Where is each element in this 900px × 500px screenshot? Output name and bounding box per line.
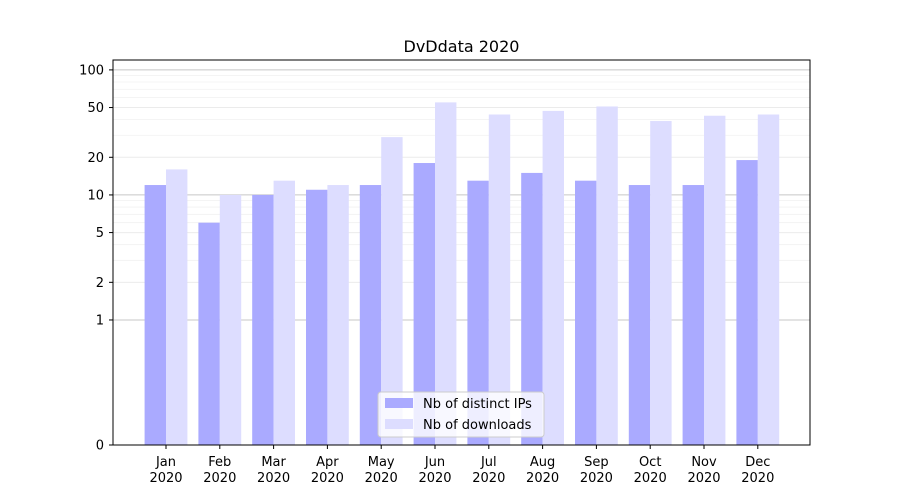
y-tick-label: 1 xyxy=(96,313,104,328)
legend-swatch xyxy=(385,398,413,408)
x-tick-label-year: 2020 xyxy=(580,471,613,486)
bar-downloads xyxy=(219,194,242,445)
bar-downloads xyxy=(273,180,295,445)
bar-downloads xyxy=(650,121,672,446)
bar-downloads xyxy=(757,114,780,445)
x-tick-label-year: 2020 xyxy=(418,471,451,486)
x-tick-label-month: Sep xyxy=(584,455,609,470)
bars xyxy=(144,102,780,446)
x-tick-label-year: 2020 xyxy=(741,471,774,486)
bar-distinct-ips xyxy=(575,180,597,445)
bar-downloads xyxy=(381,137,403,445)
x-tick-label-month: Mar xyxy=(261,455,286,470)
x-tick-label-year: 2020 xyxy=(687,471,720,486)
bar-downloads xyxy=(327,185,349,445)
x-tick-label-year: 2020 xyxy=(149,471,182,486)
bar-distinct-ips xyxy=(467,180,489,445)
y-tick-label: 50 xyxy=(87,101,104,116)
legend: Nb of distinct IPs Nb of downloads xyxy=(377,391,545,438)
bar-distinct-ips xyxy=(359,185,382,445)
y-tick-label: 0 xyxy=(96,439,104,454)
chart-title: DvDdata 2020 xyxy=(404,37,520,56)
bar-distinct-ips xyxy=(521,172,543,445)
y-tick-label: 100 xyxy=(79,63,104,78)
bar-downloads xyxy=(435,102,457,445)
bar-distinct-ips xyxy=(413,163,435,445)
x-tick-label-month: Oct xyxy=(639,455,661,470)
bar-distinct-ips xyxy=(736,160,758,445)
bar-distinct-ips xyxy=(628,185,651,445)
x-tick-label-month: Jun xyxy=(424,455,445,470)
x-tick-label-year: 2020 xyxy=(526,471,559,486)
x-tick-label-month: Aug xyxy=(530,455,555,470)
legend-swatch xyxy=(385,419,413,429)
bar-downloads xyxy=(488,114,511,445)
x-tick-label-year: 2020 xyxy=(472,471,505,486)
bar-downloads xyxy=(542,110,564,445)
x-tick-label-year: 2020 xyxy=(634,471,667,486)
x-tick-label-year: 2020 xyxy=(203,471,236,486)
x-tick-label-month: Nov xyxy=(691,455,717,470)
bar-distinct-ips xyxy=(198,222,220,445)
y-tick-label: 20 xyxy=(87,151,104,166)
x-tick-label-month: Apr xyxy=(316,455,339,470)
legend-box xyxy=(377,391,545,438)
x-tick-label-month: Feb xyxy=(208,455,231,470)
legend-label: Nb of downloads xyxy=(423,418,532,433)
y-axis: 0 1 2 5 10 20 50 100 xyxy=(79,63,113,454)
bar-distinct-ips xyxy=(682,185,704,445)
bar-downloads xyxy=(166,169,188,445)
plot-frame xyxy=(112,59,811,446)
y-tick-label: 10 xyxy=(87,188,104,203)
x-tick-label-year: 2020 xyxy=(311,471,344,486)
x-tick-label-month: Dec xyxy=(745,455,770,470)
y-tick-label: 5 xyxy=(96,226,104,241)
bar-distinct-ips xyxy=(306,189,328,445)
bar-distinct-ips xyxy=(252,194,274,445)
bar-downloads xyxy=(596,106,618,445)
x-tick-label-month: May xyxy=(368,455,395,470)
x-tick-label-month: Jan xyxy=(155,455,176,470)
y-tick-label: 2 xyxy=(96,276,104,291)
bar-downloads xyxy=(704,115,726,445)
x-tick-label-year: 2020 xyxy=(257,471,290,486)
bar-distinct-ips xyxy=(144,185,166,445)
legend-label: Nb of distinct IPs xyxy=(423,397,532,412)
x-tick-label-month: Jul xyxy=(480,455,497,470)
x-axis: Jan2020Feb2020Mar2020Apr2020May2020Jun20… xyxy=(149,445,774,486)
x-tick-label-year: 2020 xyxy=(365,471,398,486)
